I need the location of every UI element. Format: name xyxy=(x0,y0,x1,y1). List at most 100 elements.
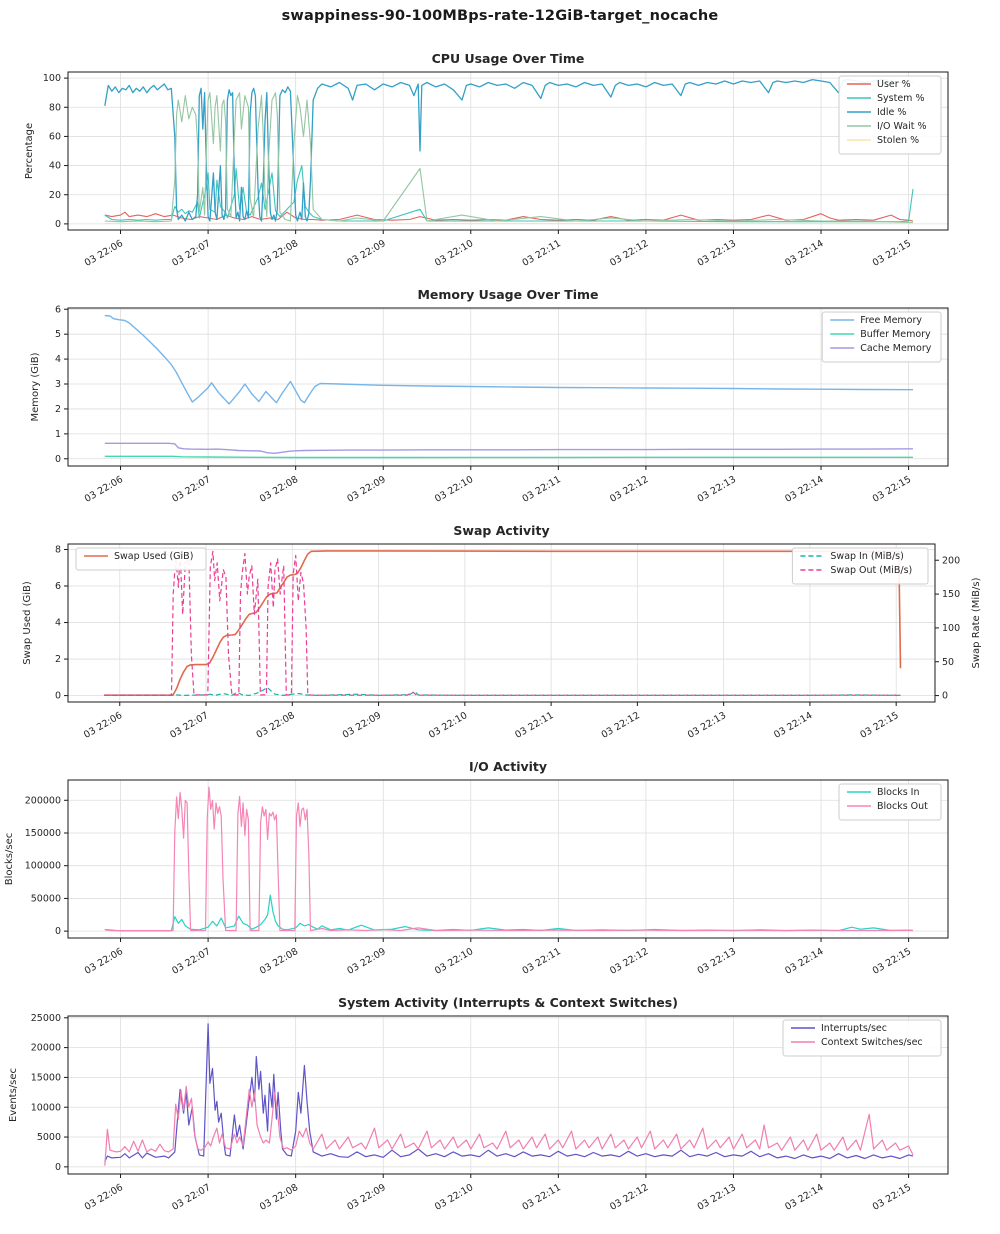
x-tick-label: 03 22:10 xyxy=(433,474,475,505)
x-tick-label: 03 22:07 xyxy=(170,238,212,269)
x-tick-label: 03 22:08 xyxy=(258,1182,300,1213)
system-activity-chart: System Activity (Interrupts & Context Sw… xyxy=(0,992,1000,1228)
x-tick-label: 03 22:15 xyxy=(858,710,900,741)
legend-label-swap-out-mib-s: Swap Out (MiB/s) xyxy=(830,565,912,576)
chart-title: System Activity (Interrupts & Context Sw… xyxy=(338,995,678,1010)
y-tick-label: 0 xyxy=(55,219,61,230)
legend-label-swap-in-mib-s: Swap In (MiB/s) xyxy=(830,551,903,562)
x-tick-label: 03 22:09 xyxy=(345,474,387,505)
y-tick-label: 4 xyxy=(55,618,61,629)
plot-border xyxy=(67,779,949,939)
x-tick-label: 03 22:12 xyxy=(600,710,642,741)
legend-label-system: System % xyxy=(877,93,924,104)
x-tick-label: 03 22:11 xyxy=(521,474,563,505)
x-tick-label: 03 22:09 xyxy=(345,1182,387,1213)
legend: Free Memory Buffer Memory Cache Memory xyxy=(821,311,942,363)
axes: 0 50000 100000 150000 200000 Blocks/sec 03 22:… xyxy=(4,795,913,977)
legend: Blocks In Blocks Out xyxy=(838,783,942,821)
legend-label-idle: Idle % xyxy=(877,107,906,118)
y-tick-label: 100000 xyxy=(25,861,61,872)
series-line-buffer-memory xyxy=(104,455,913,459)
series-line-swap-in-mib-s xyxy=(104,686,901,696)
grid xyxy=(68,1016,948,1174)
x-tick-label: 03 22:13 xyxy=(686,710,728,741)
y-tick-label: 100 xyxy=(43,73,61,84)
x-tick-label: 03 22:10 xyxy=(433,1182,475,1213)
y-tick-label: 5000 xyxy=(37,1132,61,1143)
page-title: swappiness-90-100MBps-rate-12GiB-target_… xyxy=(281,8,719,24)
series-group xyxy=(104,1023,914,1166)
x-tick-label: 03 22:08 xyxy=(258,474,300,505)
y-tick-label: 25000 xyxy=(31,1013,61,1024)
x-tick-label: 03 22:13 xyxy=(696,946,738,977)
chart-title: Memory Usage Over Time xyxy=(417,287,598,302)
x-tick-label: 03 22:15 xyxy=(871,238,913,269)
x-tick-label: 03 22:11 xyxy=(521,238,563,269)
legend-label-buffer-memory: Buffer Memory xyxy=(860,329,931,340)
series-line-free-memory xyxy=(104,314,914,405)
y-tick-label: 4 xyxy=(55,354,61,365)
y-tick-label: 0 xyxy=(55,691,61,702)
x-tick-label: 03 22:06 xyxy=(83,474,125,505)
y-tick-label: 20000 xyxy=(31,1043,61,1054)
chart-title: CPU Usage Over Time xyxy=(432,51,585,66)
y-tick-label: 80 xyxy=(49,102,61,113)
legend-label-blocks-in: Blocks In xyxy=(877,787,920,798)
series-line-swap-out-mib-s xyxy=(104,550,901,696)
x-tick-label: 03 22:06 xyxy=(83,238,125,269)
y-tick-label: 6 xyxy=(55,304,61,315)
series-group xyxy=(104,314,914,459)
x-tick-label: 03 22:13 xyxy=(696,474,738,505)
y2-axis-label: Swap Rate (MiB/s) xyxy=(971,577,982,668)
y-axis-label: Swap Used (GiB) xyxy=(22,581,33,665)
x-tick-label: 03 22:07 xyxy=(168,710,210,741)
series-group xyxy=(104,786,914,932)
cpu-chart-svg: CPU Usage Over Time 0 20 40 60 80 100 Percentag… xyxy=(24,51,949,269)
y-tick-label: 40 xyxy=(49,161,61,172)
x-tick-label: 03 22:08 xyxy=(254,710,296,741)
x-tick-label: 03 22:14 xyxy=(783,238,825,269)
plot-border xyxy=(67,1015,949,1175)
y-axis-label: Blocks/sec xyxy=(4,833,15,886)
legend-label-context-switches-sec: Context Switches/sec xyxy=(821,1037,923,1048)
series-line-interrupts-sec xyxy=(104,1023,914,1162)
x-tick-label: 03 22:14 xyxy=(783,474,825,505)
grid xyxy=(68,308,948,466)
series-line-i-o-wait xyxy=(104,92,913,223)
x-tick-label: 03 22:06 xyxy=(83,1182,125,1213)
series-line-context-switches-sec xyxy=(104,1085,914,1166)
y-tick-label: 0 xyxy=(55,926,61,937)
x-tick-label: 03 22:09 xyxy=(345,946,387,977)
x-tick-label: 03 22:09 xyxy=(341,710,383,741)
y-tick-label: 0 xyxy=(55,454,61,465)
legend-label-user: User % xyxy=(877,79,911,90)
series-line-swap-used-gib xyxy=(104,550,902,696)
y-tick-label: 2 xyxy=(55,404,61,415)
legend: Swap In (MiB/s) Swap Out (MiB/s) xyxy=(791,547,929,585)
x-tick-label: 03 22:06 xyxy=(83,946,125,977)
series-line-blocks-in xyxy=(104,894,914,932)
y-axis-label: Percentage xyxy=(24,123,35,179)
series-line-cache-memory xyxy=(104,442,914,454)
x-tick-label: 03 22:07 xyxy=(170,474,212,505)
y2-tick-label: 200 xyxy=(942,555,960,566)
y-tick-label: 50000 xyxy=(31,893,61,904)
legend-label-interrupts-sec: Interrupts/sec xyxy=(821,1023,887,1034)
axes: 0 20 40 60 80 100 Percentage 03 22:06 03 22:07 03… xyxy=(24,73,913,269)
x-tick-label: 03 22:11 xyxy=(521,946,563,977)
memory-chart-svg: Memory Usage Over Time 0 1 2 3 4 5 6 Memory (GiB… xyxy=(30,287,949,505)
y-tick-label: 15000 xyxy=(31,1072,61,1083)
swap-chart-svg: Swap Activity 0 2 4 6 8 Swap Used (GiB) 0 50 100 1… xyxy=(22,523,982,741)
x-tick-label: 03 22:12 xyxy=(608,946,650,977)
y-tick-label: 60 xyxy=(49,131,61,142)
x-tick-label: 03 22:07 xyxy=(170,1182,212,1213)
x-tick-label: 03 22:10 xyxy=(433,238,475,269)
x-tick-label: 03 22:11 xyxy=(513,710,555,741)
y-tick-label: 150000 xyxy=(25,828,61,839)
x-tick-label: 03 22:06 xyxy=(82,710,124,741)
series-group xyxy=(104,550,902,696)
plot-border xyxy=(67,71,949,231)
plot-border xyxy=(67,307,949,467)
x-tick-label: 03 22:12 xyxy=(608,1182,650,1213)
chart-title: Swap Activity xyxy=(453,523,549,538)
